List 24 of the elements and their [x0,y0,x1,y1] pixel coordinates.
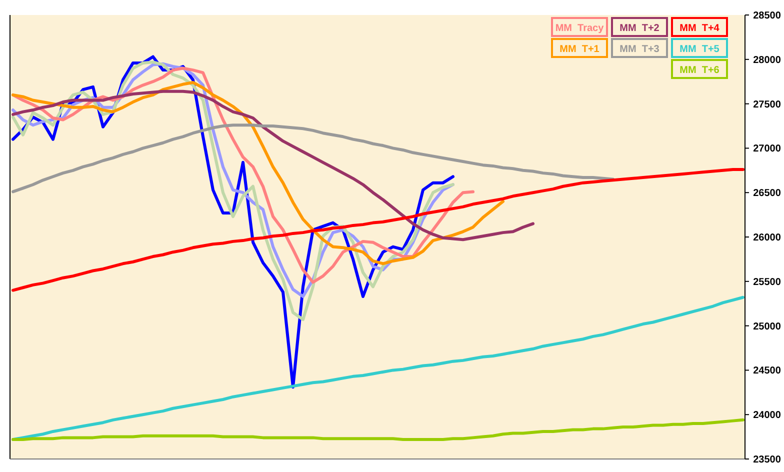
text: MM T+5 [680,44,720,55]
y-tick-label: 23500 [753,454,782,466]
text: MM T+4 [680,23,720,34]
y-tick-label: 26000 [753,232,782,244]
line-series [12,80,504,266]
text: MM T+6 [680,65,720,76]
y-tick-label: 28500 [753,10,782,22]
y-tick-label: 25000 [753,321,782,332]
line-series [12,296,744,441]
line-series [12,418,744,441]
text: MM Tracy [555,23,604,34]
text: MM T+2 [620,23,660,34]
y-tick-label: 27500 [753,99,782,110]
text: MM T+3 [620,44,660,55]
text: MM T+1 [560,44,600,55]
y-tick-label: 27000 [753,144,782,155]
y-tick-label: 26500 [753,188,782,200]
y-tick-label: 24500 [753,366,782,377]
y-tick-label: 28000 [753,54,782,66]
y-tick-label: 25500 [753,276,782,288]
line-series [12,168,744,292]
line-series [12,124,614,194]
y-tick-label: 24000 [753,410,782,422]
line-series [12,90,534,242]
